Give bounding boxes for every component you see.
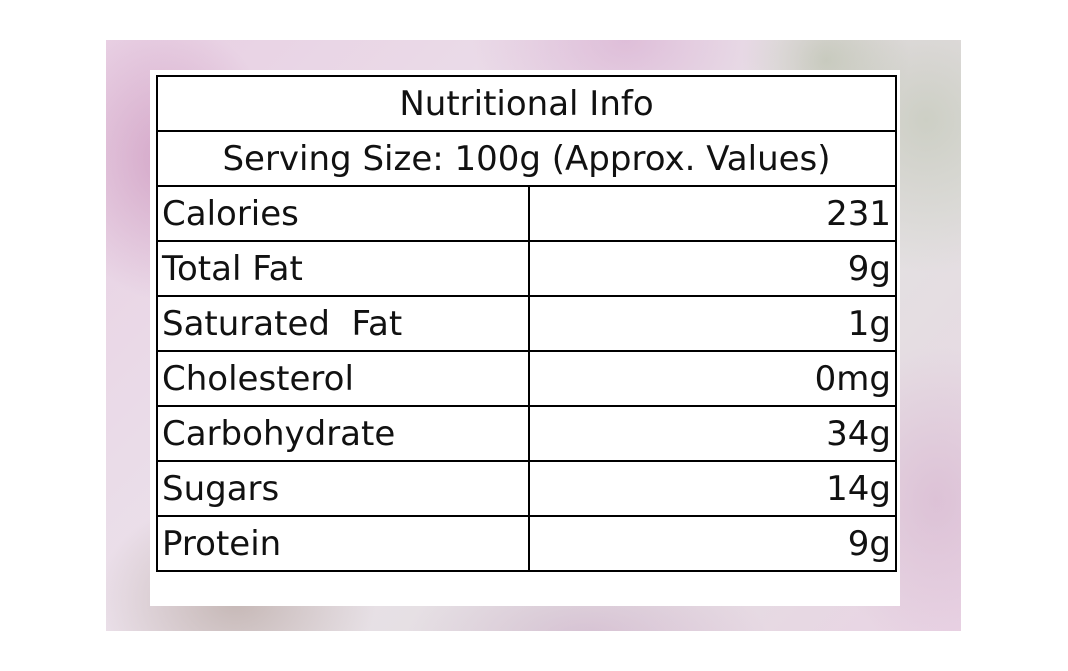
table-row: Sugars 14g (156, 460, 897, 517)
table-row: Calories 231 (156, 185, 897, 242)
nutrient-label: Total Fat (156, 240, 530, 297)
table-title: Nutritional Info (156, 75, 897, 132)
nutrient-label: Carbohydrate (156, 405, 530, 462)
nutrient-value: 14g (528, 460, 897, 517)
nutrient-label: Calories (156, 185, 530, 242)
table-row: Cholesterol 0mg (156, 350, 897, 407)
nutrient-label: Sugars (156, 460, 530, 517)
subtitle-row: Serving Size: 100g (Approx. Values) (156, 130, 897, 187)
nutrition-table: Nutritional Info Serving Size: 100g (App… (156, 75, 897, 572)
nutrient-value: 0mg (528, 350, 897, 407)
table-row: Protein 9g (156, 515, 897, 572)
nutrient-value: 9g (528, 515, 897, 572)
table-row: Carbohydrate 34g (156, 405, 897, 462)
table-row: Saturated Fat 1g (156, 295, 897, 352)
nutrient-value: 231 (528, 185, 897, 242)
nutrient-label: Saturated Fat (156, 295, 530, 352)
table-row: Total Fat 9g (156, 240, 897, 297)
nutrient-value: 34g (528, 405, 897, 462)
title-row: Nutritional Info (156, 75, 897, 132)
nutrient-value: 1g (528, 295, 897, 352)
nutrient-label: Cholesterol (156, 350, 530, 407)
nutrient-value: 9g (528, 240, 897, 297)
nutrient-label: Protein (156, 515, 530, 572)
serving-size: Serving Size: 100g (Approx. Values) (156, 130, 897, 187)
